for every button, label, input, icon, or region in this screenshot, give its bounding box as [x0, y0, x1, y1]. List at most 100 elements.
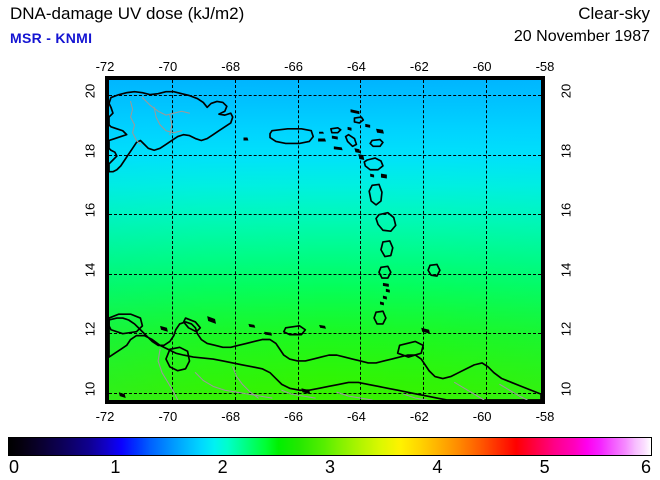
colorbar-tick-label: 1	[110, 457, 121, 477]
axis-tick-left: 14	[82, 262, 98, 278]
coastline-trinidad	[396, 340, 425, 358]
data-source-label: MSR - KNMI	[10, 30, 93, 46]
coastline-st-vincent	[378, 265, 392, 279]
islet-marie-galante	[380, 173, 387, 179]
coastline-virgin-islands	[330, 126, 342, 134]
axis-tick-bottom: -72	[95, 409, 115, 424]
axis-tick-left: 10	[82, 381, 98, 397]
colorbar-tick-label: 6	[640, 457, 652, 477]
coastline-isla-margarita	[282, 325, 307, 336]
plot-frame	[105, 76, 545, 404]
axis-tick-right: 14	[558, 262, 574, 278]
axis-tick-top: -58	[535, 59, 555, 74]
islet-barbuda	[376, 128, 384, 134]
map-plot	[105, 76, 545, 404]
islet-mainland-1	[301, 388, 311, 395]
date-label: 20 November 1987	[513, 28, 650, 45]
axis-tick-bottom: -60	[472, 409, 492, 424]
axis-tick-top: -66	[284, 59, 303, 74]
islet-la-tortuga	[264, 331, 272, 336]
islet-los-roques	[248, 323, 256, 328]
border-venezuela-4	[336, 391, 373, 400]
border-venezuela-7	[499, 383, 528, 400]
axis-tick-bottom: -68	[221, 409, 241, 424]
islet-st-barthelemy	[365, 123, 371, 128]
border-dominican-provinces-1	[141, 97, 191, 116]
coastline-lake-maracaibo	[165, 346, 191, 372]
axis-tick-bottom: -58	[535, 409, 555, 424]
border-venezuela-1	[194, 372, 273, 399]
colorbar-tick-label: 0	[8, 457, 20, 477]
islet-culebra	[319, 131, 325, 134]
islet-canouan	[382, 295, 387, 300]
islet-les-saintes	[370, 173, 375, 178]
coastline-antigua	[369, 138, 384, 148]
axis-tick-bottom: -66	[284, 409, 303, 424]
islet-nevis	[354, 148, 361, 154]
axis-tick-right: 10	[558, 381, 574, 397]
colorbar-tick-label: 3	[324, 457, 336, 477]
islet-mona	[243, 137, 249, 141]
border-venezuela-3	[281, 389, 316, 399]
border-dominican-provinces-2	[153, 106, 183, 134]
islet-anguilla	[350, 109, 360, 115]
border-venezuela-6	[454, 381, 485, 400]
axis-tick-top: -72	[95, 59, 115, 74]
coastline-barbados	[427, 263, 441, 277]
axis-tick-bottom: -62	[409, 409, 429, 424]
page-title: DNA-damage UV dose (kJ/m2)	[10, 4, 245, 23]
colorbar	[8, 437, 652, 456]
border-dominican-provinces-3	[169, 114, 173, 136]
axis-tick-top: -64	[347, 59, 366, 74]
coastline-grenada	[373, 310, 387, 325]
axis-tick-bottom: -64	[347, 409, 366, 424]
axis-tick-right: 16	[558, 202, 574, 218]
header: DNA-damage UV dose (kJ/m2) Clear-sky MSR…	[0, 0, 660, 56]
coastline-st-lucia	[380, 240, 394, 258]
islet-mainland-2	[118, 392, 126, 399]
islet-saba	[347, 126, 352, 131]
islet-vieques	[318, 138, 326, 142]
colorbar-tick-label: 4	[432, 457, 443, 477]
islet-la-blanquilla	[319, 324, 326, 329]
sky-condition-label: Clear-sky	[578, 4, 650, 23]
axis-tick-right: 20	[558, 83, 574, 99]
islet-tobago	[421, 327, 431, 334]
axis-tick-left: 18	[82, 143, 98, 158]
coastline-dominica	[368, 183, 383, 206]
axis-tick-bottom: -70	[158, 409, 178, 424]
colorbar-tick-label: 5	[539, 457, 550, 477]
colorbar-tick-label: 2	[217, 457, 228, 477]
axis-tick-left: 12	[82, 322, 98, 337]
border-venezuela-2	[232, 366, 259, 399]
uv-dose-gradient	[109, 80, 541, 400]
axis-tick-right: 18	[558, 143, 574, 158]
border-venezuela-5	[403, 393, 428, 400]
islet-stcroix	[333, 146, 343, 151]
axis-tick-left: 16	[82, 202, 98, 218]
border-colombia-venezuela	[157, 348, 179, 400]
islet-stthomas	[331, 135, 338, 140]
coastline-guadeloupe	[363, 157, 384, 171]
axis-tick-top: -60	[472, 59, 492, 74]
coastline-st-kitts	[344, 133, 358, 148]
coastline-overlay	[109, 90, 541, 400]
axis-tick-top: -70	[158, 59, 178, 74]
coastline-hispaniola	[109, 90, 234, 173]
islet-bonaire	[207, 316, 217, 324]
coastline-jamaica	[109, 313, 144, 335]
islet-montserrat	[358, 154, 365, 160]
islet-aruba	[160, 325, 168, 332]
coastline-st-martin	[353, 116, 365, 124]
uv-dose-field	[109, 80, 541, 400]
border-haiti-dominican	[130, 100, 141, 145]
islet-mustique	[385, 288, 390, 293]
islet-bequia	[382, 282, 389, 287]
coastline-martinique	[375, 211, 397, 233]
axis-tick-top: -68	[221, 59, 241, 74]
axis-tick-right: 12	[558, 322, 574, 337]
coastline-puerto-rico	[269, 127, 315, 145]
uv-dose-longitudinal-modulation	[109, 80, 541, 400]
axis-tick-top: -62	[409, 59, 429, 74]
colorbar-gradient	[8, 437, 652, 456]
